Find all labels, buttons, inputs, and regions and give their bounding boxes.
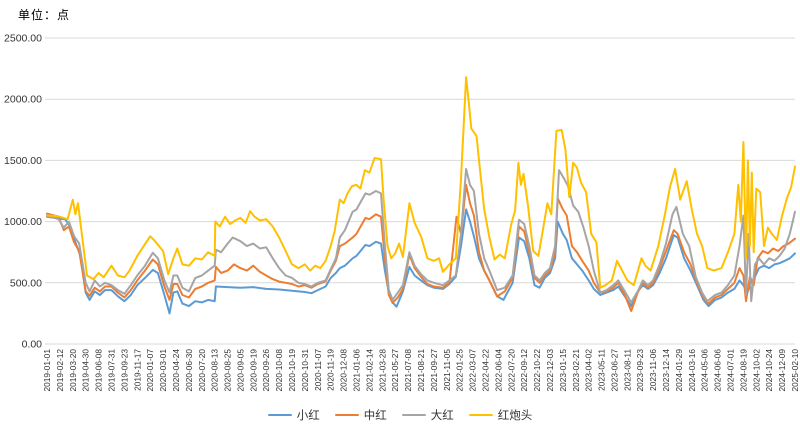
legend-label: 大红 [430,410,454,422]
x-axis-label: 2021-07-08 [403,349,413,392]
x-axis-label: 2020-07-20 [197,349,207,392]
unit-label: 单位：点 [18,8,71,22]
x-axis-label: 2024-03-16 [687,349,697,392]
x-axis-label: 2024-12-09 [777,349,787,392]
x-axis-label: 2020-06-30 [184,349,194,392]
x-axis-label: 2023-12-14 [661,349,671,392]
x-axis-label: 2023-02-21 [571,349,581,392]
x-axis-label: 2025-02-10 [790,349,800,392]
y-axis-label: 1500.00 [4,155,42,167]
x-axis-label: 2021-03-28 [377,349,387,392]
x-axis-label: 2021-01-06 [352,349,362,392]
x-axis-label: 2019-09-23 [119,349,129,392]
x-axis-label: 2020-10-31 [300,349,310,392]
x-axis-label: 2023-05-11 [597,349,607,391]
x-axis-label: 2023-09-23 [635,349,645,392]
x-axis-label: 2021-11-05 [442,349,452,391]
series-line-1 [46,183,796,312]
x-axis-label: 2024-06-06 [713,349,723,392]
legend-line-icon [401,413,426,417]
x-axis-label: 2022-04-22 [480,349,490,392]
chart-legend: 小红 中红 大红 红炮头 [0,407,800,423]
legend-item-3: 红炮头 [468,407,533,423]
line-chart-plot: 2500.002000.001500.001000.00500.000.0020… [4,33,800,392]
x-axis-label: 2020-04-24 [171,349,181,392]
y-axis-label: 0.00 [22,339,43,351]
legend-item-2: 大红 [401,407,454,423]
x-axis-label: 2020-08-25 [223,349,233,392]
x-axis-label: 2023-01-15 [558,349,568,392]
x-axis-label: 2022-10-22 [532,349,542,392]
x-axis-label: 2020-01-07 [145,349,155,392]
x-axis-label: 2020-09-26 [261,349,271,392]
legend-line-icon [334,413,359,417]
x-axis-label: 2024-10-02 [751,349,761,392]
x-axis-label: 2019-06-08 [94,349,104,392]
series-line-3 [46,76,796,289]
x-axis-label: 2020-10-19 [287,349,297,392]
x-axis-label: 2023-11-06 [648,349,658,391]
legend-label: 小红 [296,410,320,422]
x-axis-label: 2022-12-03 [545,349,555,392]
x-axis-label: 2022-09-12 [519,349,529,392]
y-axis-label: 2000.00 [4,94,42,106]
x-axis-label: 2024-07-01 [726,349,736,392]
series-line-2 [46,168,796,304]
y-axis-label: 2500.00 [4,33,42,45]
x-axis-label: 2020-03-01 [158,349,168,392]
legend-label: 红炮头 [497,410,533,422]
x-axis-label: 2021-09-27 [429,349,439,392]
x-axis-label: 2021-05-27 [390,349,400,392]
x-axis-label: 2023-08-11 [622,349,632,391]
x-axis-label: 2020-09-05 [235,349,245,392]
legend-line-icon [468,413,493,417]
x-axis-label: 2022-03-07 [468,349,478,392]
x-axis-label: 2023-04-02 [584,349,594,392]
x-axis-label: 2022-06-04 [493,349,503,392]
legend-item-1: 中红 [334,407,387,423]
x-axis-label: 2024-05-06 [700,349,710,392]
y-axis-label: 500.00 [10,277,42,289]
x-axis-label: 2019-11-17 [132,349,142,391]
x-axis-label: 2024-01-29 [674,349,684,392]
x-axis-label: 2021-02-14 [364,349,374,392]
x-axis-label: 2019-01-01 [42,349,52,392]
x-axis-label: 2019-03-20 [68,349,78,392]
legend-item-0: 小红 [267,407,320,423]
x-axis-label: 2021-08-21 [416,349,426,392]
x-axis-label: 2024-08-19 [738,349,748,392]
legend-label: 中红 [363,410,387,422]
legend-line-icon [267,413,292,417]
x-axis-label: 2020-11-19 [326,349,336,391]
x-axis-label: 2023-06-27 [609,349,619,392]
x-axis-label: 2020-11-07 [313,349,323,391]
x-axis-label: 2019-02-12 [55,349,65,392]
x-axis-label: 2019-04-30 [81,349,91,392]
x-axis-label: 2020-12-08 [339,349,349,392]
x-axis-label: 2020-08-13 [210,349,220,392]
x-axis-label: 2020-10-08 [274,349,284,392]
x-axis-label: 2024-10-24 [764,349,774,392]
x-axis-label: 2022-07-20 [506,349,516,392]
x-axis-label: 2022-01-25 [455,349,465,392]
y-axis-label: 1000.00 [4,216,42,228]
x-axis-label: 2020-09-19 [248,349,258,392]
x-axis-label: 2019-07-31 [106,349,116,392]
